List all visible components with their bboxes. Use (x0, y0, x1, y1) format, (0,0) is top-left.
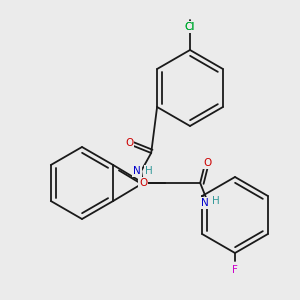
Text: O: O (125, 138, 133, 148)
Text: Cl: Cl (185, 22, 195, 32)
Text: N: N (133, 166, 141, 176)
Text: H: H (212, 196, 220, 206)
Text: N: N (201, 198, 209, 208)
Text: O: O (203, 158, 211, 168)
Text: H: H (145, 166, 153, 176)
Text: F: F (232, 265, 238, 275)
Text: Cl: Cl (185, 22, 195, 32)
Text: O: O (139, 178, 147, 188)
